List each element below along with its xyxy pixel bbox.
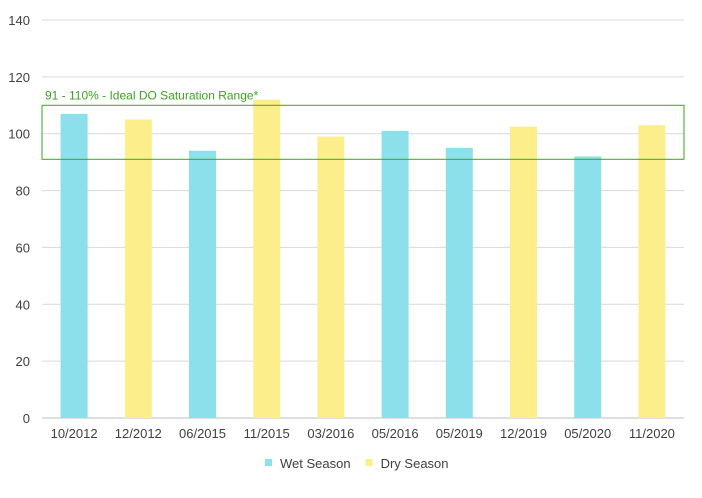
x-tick-label: 06/2015 — [179, 426, 226, 441]
y-tick-label: 140 — [8, 13, 30, 28]
x-tick-label: 11/2015 — [244, 426, 290, 441]
ideal-range-annotation: 91 - 110% - Ideal DO Saturation Range* — [41, 88, 685, 160]
bar-wet-season — [381, 130, 409, 418]
x-tick-label: 12/2012 — [115, 426, 162, 441]
bar-wet-season — [574, 156, 602, 418]
legend: Wet Season Dry Season — [265, 456, 449, 471]
ideal-range-label: 91 - 110% - Ideal DO Saturation Range* — [45, 88, 259, 102]
bar-dry-season — [253, 99, 281, 418]
x-tick-label: 12/2019 — [500, 426, 547, 441]
bar-dry-season — [510, 126, 537, 418]
x-tick-label: 05/2019 — [436, 426, 483, 441]
bar-dry-season — [124, 119, 152, 418]
y-tick-label: 40 — [16, 297, 30, 312]
bar-dry-season — [638, 125, 666, 418]
x-tick-label: 05/2016 — [372, 426, 419, 441]
x-tick-label: 03/2016 — [307, 426, 354, 441]
legend-label-wet: Wet Season — [280, 456, 351, 471]
bar-wet-season — [60, 113, 88, 419]
x-tick-label: 11/2020 — [629, 426, 675, 441]
bar-wet-season — [189, 150, 216, 418]
bars — [60, 99, 666, 419]
y-tick-label: 100 — [8, 127, 30, 142]
y-tick-label: 0 — [23, 411, 30, 426]
y-tick-label: 80 — [16, 184, 30, 199]
y-axis-ticks: 0 20 40 60 80 100 120 140 — [8, 13, 30, 426]
legend-label-dry: Dry Season — [381, 456, 449, 471]
x-tick-label: 10/2012 — [51, 426, 98, 441]
x-tick-label: 05/2020 — [564, 426, 611, 441]
y-tick-label: 60 — [16, 240, 30, 255]
legend-swatch-wet — [265, 459, 272, 466]
bar-wet-season — [445, 147, 473, 418]
x-axis-ticks: 10/2012 12/2012 06/2015 11/2015 03/2016 05/20… — [51, 426, 675, 441]
y-tick-label: 120 — [8, 70, 30, 85]
y-tick-label: 20 — [16, 354, 30, 369]
bar-dry-season — [317, 136, 345, 419]
ideal-range-box — [41, 104, 685, 160]
legend-swatch-dry — [365, 459, 373, 466]
